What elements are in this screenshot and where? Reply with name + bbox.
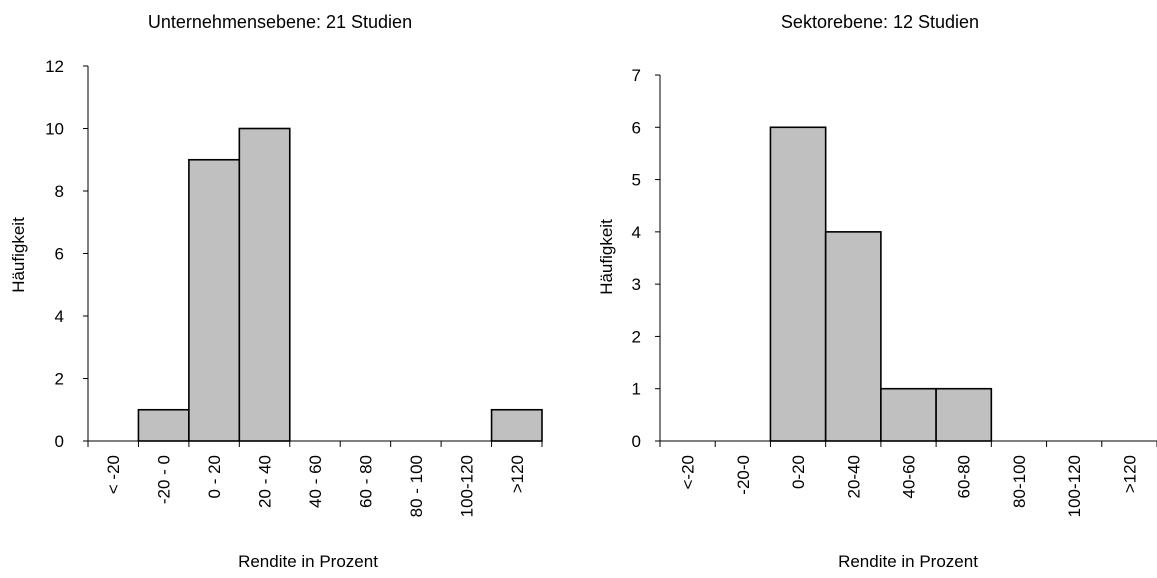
y-tick-label: 2 (632, 327, 641, 346)
y-tick-label: 7 (632, 66, 641, 85)
x-tick-label: 0-20 (789, 455, 808, 489)
y-axis-label: Häufigkeit (597, 219, 616, 295)
chart-title: Sektorebene: 12 Studien (781, 12, 979, 32)
y-axis-label: Häufigkeit (9, 217, 28, 293)
bar (880, 387, 937, 442)
y-tick-label: 5 (632, 171, 641, 190)
y-tick-label: 10 (45, 120, 64, 139)
x-tick-label: 60 - 80 (356, 455, 375, 508)
bar (769, 126, 827, 442)
y-tick-label: 6 (55, 245, 64, 264)
x-tick-label: 80-100 (1010, 455, 1029, 508)
y-tick-label: 4 (632, 223, 641, 242)
y-tick-label: 2 (55, 370, 64, 389)
bar (824, 231, 882, 442)
x-tick-label: 40 - 60 (306, 455, 325, 508)
bar (490, 408, 543, 442)
x-tick-label: 80 - 100 (407, 455, 426, 517)
y-tick-label: 4 (55, 307, 64, 326)
x-tick-label: 20 - 40 (256, 455, 275, 508)
x-tick-label: 40-60 (900, 455, 919, 498)
x-axis-label: Rendite in Prozent (838, 552, 978, 571)
y-tick-label: 0 (55, 432, 64, 451)
y-tick-label: 1 (632, 380, 641, 399)
y-tick-label: 12 (45, 57, 64, 76)
x-tick-label: 100-120 (457, 455, 476, 517)
chart-sektorebene: Sektorebene: 12 Studien Rendite in Proze… (597, 12, 1157, 571)
x-tick-label: 20-40 (844, 455, 863, 498)
bar (188, 158, 241, 442)
bar (935, 387, 993, 442)
y-tick-label: 6 (632, 118, 641, 137)
x-tick-label: 0 - 20 (205, 455, 224, 498)
x-tick-label: >120 (1120, 455, 1139, 493)
y-tick-label: 8 (55, 182, 64, 201)
y-tick-label: 3 (632, 275, 641, 294)
x-tick-label: <-20 (679, 455, 698, 490)
x-tick-label: 100-120 (1065, 455, 1084, 517)
y-tick-label: 0 (632, 432, 641, 451)
bar (238, 127, 291, 442)
x-tick-label: -20 - 0 (155, 455, 174, 504)
chart-unternehmensebene: Unternehmensebene: 21 Studien Rendite in… (9, 12, 543, 571)
x-axis-label: Rendite in Prozent (238, 552, 378, 571)
chart-title: Unternehmensebene: 21 Studien (148, 12, 412, 32)
x-tick-label: < -20 (104, 455, 123, 494)
x-tick-label: 60-80 (955, 455, 974, 498)
bar (137, 408, 190, 442)
x-tick-label: >120 (508, 455, 527, 493)
x-tick-label: -20-0 (734, 455, 753, 495)
